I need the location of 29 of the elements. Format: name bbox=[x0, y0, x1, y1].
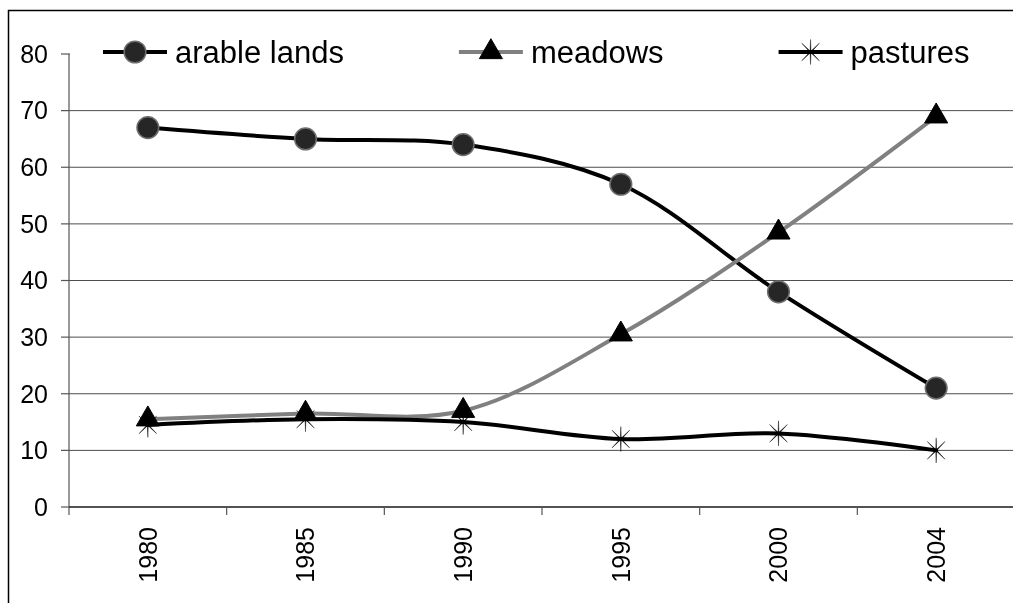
point bbox=[609, 172, 633, 196]
y-tick-label: 10 bbox=[20, 436, 48, 465]
x-tick-label: 1980 bbox=[133, 527, 162, 583]
y-tick-label: 60 bbox=[20, 153, 48, 181]
y-tick-label: 70 bbox=[20, 96, 48, 125]
y-tick-label: 0 bbox=[34, 492, 48, 521]
x-tick-label: 1990 bbox=[448, 527, 477, 583]
x-tick-label: 1985 bbox=[291, 527, 320, 583]
point bbox=[138, 412, 157, 438]
y-tick-label: 20 bbox=[20, 379, 48, 408]
point bbox=[296, 406, 315, 432]
y-tick-label: 40 bbox=[20, 266, 48, 295]
point bbox=[611, 426, 630, 452]
point bbox=[136, 116, 160, 140]
x-tick-label: 2000 bbox=[764, 527, 793, 583]
point bbox=[766, 280, 791, 304]
legend-label: arable lands bbox=[175, 34, 344, 70]
x-tick-label: 2004 bbox=[921, 526, 950, 583]
legend-label: pastures bbox=[850, 34, 970, 70]
y-tick-label: 30 bbox=[20, 322, 48, 351]
legend-label: meadows bbox=[530, 34, 664, 70]
point bbox=[769, 420, 788, 447]
point bbox=[924, 376, 948, 400]
point bbox=[451, 133, 475, 157]
point bbox=[927, 437, 946, 464]
y-tick-label: 80 bbox=[20, 39, 48, 68]
x-tick-label: 1995 bbox=[606, 527, 635, 583]
point bbox=[293, 127, 318, 151]
y-tick-label: 50 bbox=[20, 209, 48, 238]
